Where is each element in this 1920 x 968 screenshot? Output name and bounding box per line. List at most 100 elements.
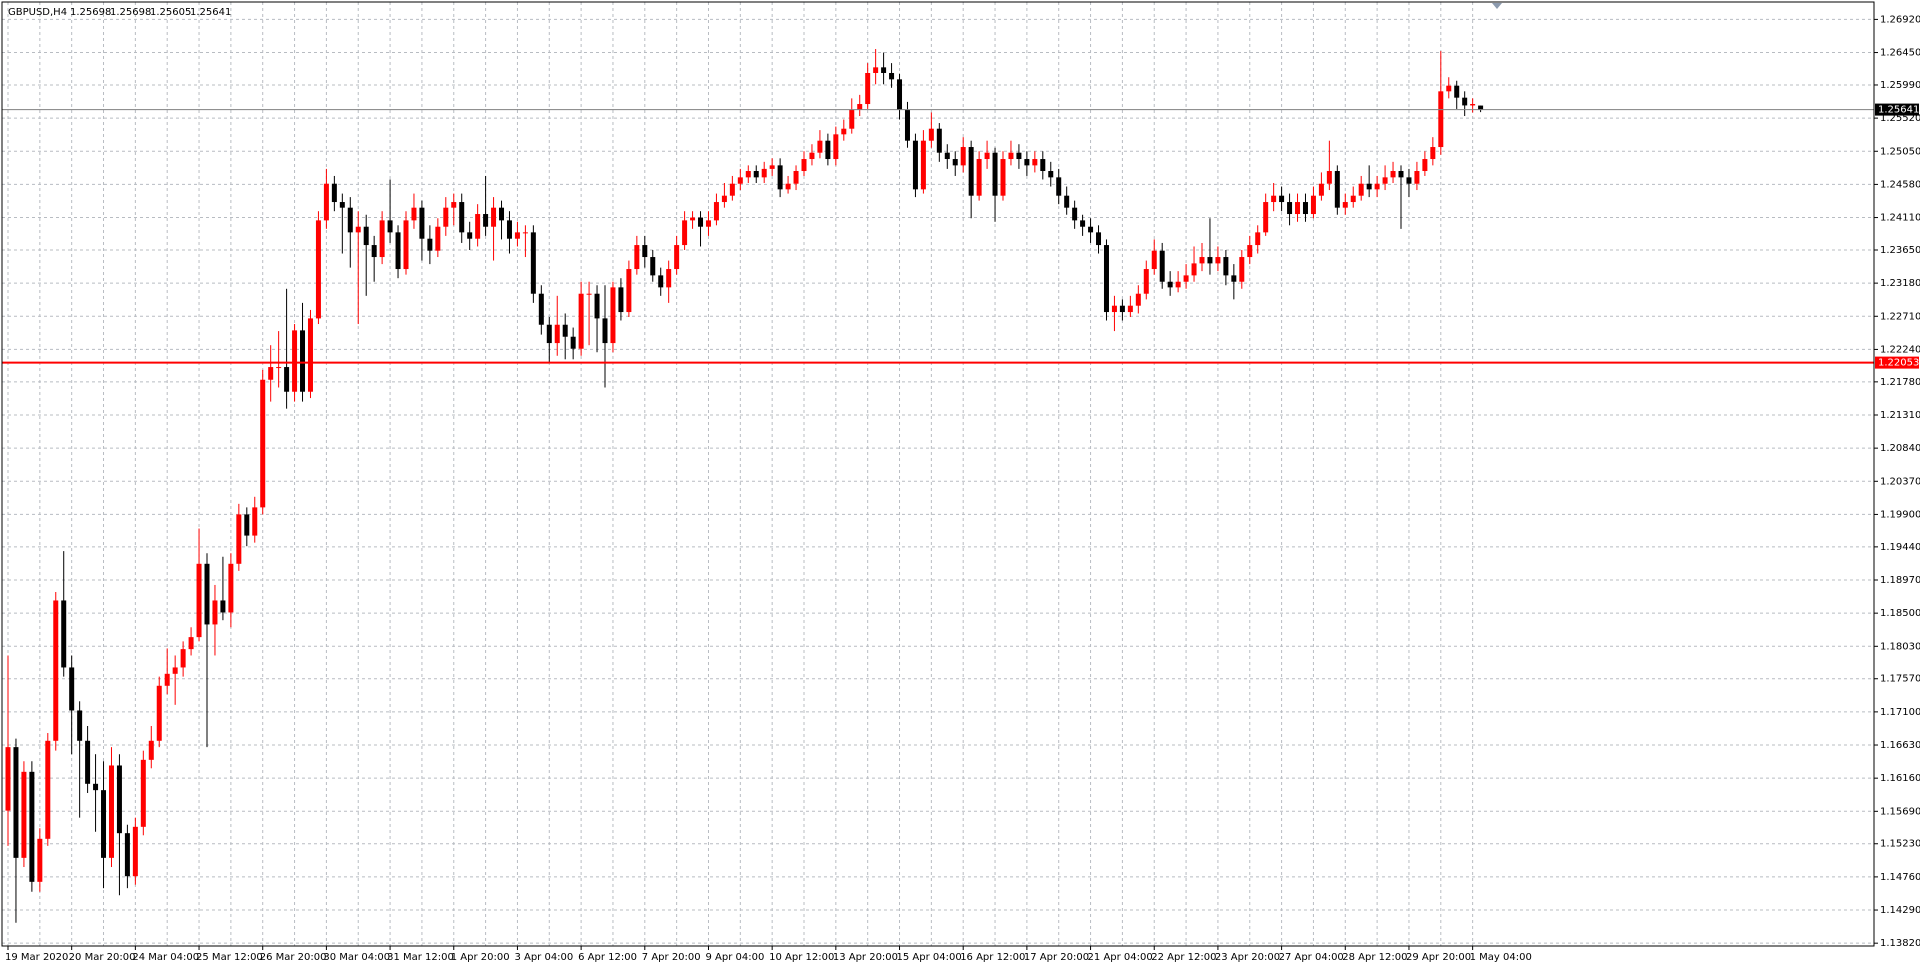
grid (2, 2, 1874, 946)
x-tick-label: 13 Apr 20:00 (833, 952, 898, 963)
candle-body (984, 152, 990, 160)
candle-body (1247, 245, 1253, 258)
candle-body (363, 226, 369, 246)
candle-body (260, 379, 266, 508)
candle-body (817, 140, 823, 153)
candle-body (204, 563, 210, 625)
candle-body (1175, 281, 1181, 288)
candle-body (13, 747, 19, 858)
candle-body (331, 183, 337, 203)
x-tick-label: 1 Apr 20:00 (451, 952, 510, 963)
candle-body (785, 183, 791, 190)
candle-body (1135, 293, 1141, 306)
candle-body (729, 183, 735, 196)
header-high: 1.25698 (110, 7, 151, 18)
y-tick-label: 1.25050 (1880, 146, 1920, 157)
candle-body (443, 207, 449, 227)
candle-body (610, 287, 616, 344)
candle-body (594, 293, 600, 319)
x-tick-label: 10 Apr 12:00 (769, 952, 834, 963)
y-tick-label: 1.14290 (1880, 905, 1920, 916)
candle-body (1032, 159, 1038, 166)
overlay (2, 109, 1874, 364)
candle-body (538, 293, 544, 325)
candle-body (307, 318, 313, 392)
candle-body (586, 293, 592, 295)
candle-body (833, 134, 839, 160)
candle-body (1271, 195, 1277, 203)
candle-body (745, 171, 751, 178)
candle-body (387, 220, 393, 233)
candle-body (1183, 275, 1189, 282)
candle-body (499, 207, 505, 221)
candle-body (1358, 183, 1364, 196)
candle-body (459, 202, 465, 233)
x-tick-label: 26 Mar 20:00 (260, 952, 327, 963)
candle-body (912, 140, 918, 190)
candle-body (403, 220, 409, 270)
candle-body (761, 168, 767, 178)
candle-body (156, 685, 162, 741)
candle-body (1151, 250, 1157, 270)
candle-body (1024, 159, 1030, 166)
candle-body (101, 790, 107, 858)
y-tick-label: 1.18500 (1880, 608, 1920, 619)
candle-body (713, 202, 719, 221)
candle-body (1096, 232, 1102, 246)
candle-body (1207, 257, 1213, 264)
candle-body (85, 740, 91, 784)
candle-body (1064, 195, 1070, 208)
candle-body (77, 710, 83, 741)
candle-body (188, 637, 194, 650)
candle-body (1382, 177, 1388, 184)
y-tick-label: 1.23650 (1880, 245, 1920, 256)
y-tick-label: 1.19900 (1880, 509, 1920, 520)
y-tick-label: 1.13820 (1880, 938, 1920, 949)
price-tag (1875, 356, 1919, 369)
candle-body (642, 245, 648, 258)
candle-body (1430, 147, 1436, 160)
y-tick-label: 1.23180 (1880, 278, 1920, 289)
candle-body (618, 287, 624, 313)
x-tick-label: 7 Apr 20:00 (642, 952, 701, 963)
candle-body (451, 202, 457, 208)
candle-body (180, 649, 186, 668)
candle-body (841, 128, 847, 135)
candle-body (968, 147, 974, 196)
candle-body (69, 667, 75, 711)
x-tick-label: 25 Mar 12:00 (196, 952, 263, 963)
chart-title: GBPUSD,H4 (8, 7, 67, 18)
candle-body (705, 220, 711, 227)
candle-body (1255, 232, 1261, 246)
candle-body (889, 72, 895, 80)
x-tick-label: 30 Mar 04:00 (323, 952, 390, 963)
candle-body (1143, 269, 1149, 294)
candle-body (300, 330, 306, 392)
candle-body (1470, 104, 1476, 106)
candle-body (1446, 85, 1452, 92)
candle-body (61, 600, 67, 668)
candle-body (530, 232, 536, 294)
y-tick-label: 1.24110 (1880, 213, 1920, 224)
candle-body (992, 152, 998, 196)
candle-body (570, 336, 576, 349)
x-tick-label: 1 May 04:00 (1470, 952, 1532, 963)
y-tick-label: 1.20840 (1880, 443, 1920, 454)
candle-body (578, 293, 584, 349)
candle-body (196, 563, 202, 638)
candle-body (960, 147, 966, 166)
candle-body (881, 67, 887, 73)
candle-body (1103, 245, 1109, 313)
x-tick-label: 17 Apr 20:00 (1024, 952, 1089, 963)
candle-body (1000, 159, 1006, 196)
y-tick-label: 1.22710 (1880, 311, 1920, 322)
candle-body (721, 195, 727, 203)
candle-body (212, 600, 218, 625)
candle-body (53, 600, 59, 741)
candle-body (1295, 202, 1301, 215)
x-tick-label: 16 Apr 12:00 (960, 952, 1025, 963)
candle-body (1326, 171, 1332, 184)
candle-body (379, 220, 385, 258)
candle-body (164, 673, 170, 686)
candle-body (1056, 177, 1062, 196)
